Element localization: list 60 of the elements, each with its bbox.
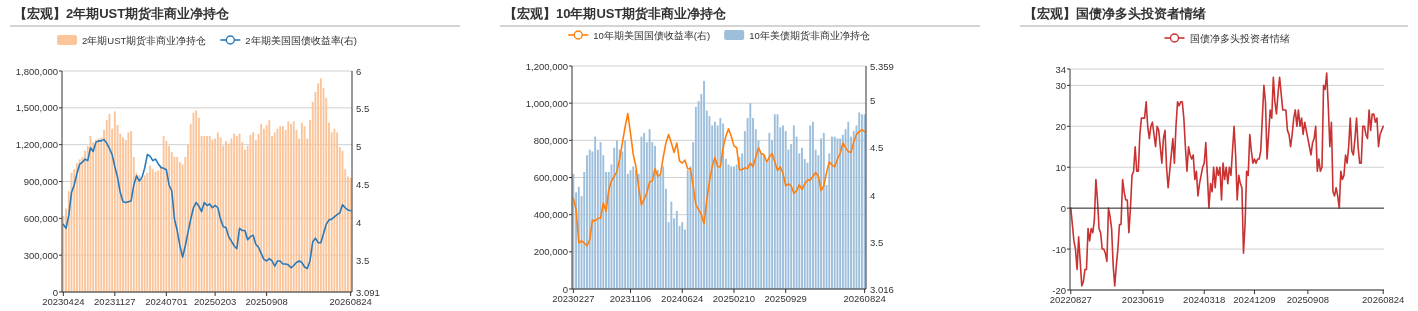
legend-label: 10年美债期货非商业净持仓 [749, 29, 870, 41]
y-tick-label: 900,000 [23, 176, 58, 187]
y-tick-label: 1,800,000 [15, 65, 58, 77]
y2-tick-label: 5.5 [356, 103, 370, 115]
y-tick-label: 30 [1055, 79, 1066, 91]
x-tick-label: 20240701 [145, 296, 188, 307]
y2-tick-label: 3.016 [870, 283, 894, 295]
x-tick-label: 20250203 [193, 296, 237, 307]
y-tick-label: 400,000 [533, 209, 568, 221]
y-tick-label: 1,200,000 [15, 139, 58, 151]
y2-tick-label: 3.091 [356, 286, 380, 298]
x-tick-label: 20250929 [764, 293, 807, 304]
x-tick-label: 20231127 [94, 296, 136, 307]
x-tick-label: 20260824 [843, 293, 886, 304]
x-tick-label: 20260824 [1362, 294, 1405, 305]
y2-tick-label: 4.5 [356, 179, 370, 191]
y-tick-label: 200,000 [533, 246, 568, 258]
x-tick-label: 20230227 [552, 293, 595, 304]
y-tick-label: 800,000 [533, 134, 568, 146]
x-tick-label: 20240318 [1183, 294, 1226, 305]
y2-tick-label: 4 [870, 189, 876, 201]
y-tick-label: 0 [562, 283, 568, 295]
y2-tick-label: 6 [356, 65, 362, 77]
x-tick-label: 20231106 [609, 293, 652, 304]
y2-tick-label: 5.359 [870, 60, 894, 72]
x-tick-label: 20241209 [1233, 294, 1276, 305]
legend-label: 国债净多头投资者情绪 [1189, 32, 1290, 44]
y-tick-label: -20 [1052, 284, 1066, 296]
y2-tick-label: 4 [356, 217, 362, 229]
y-tick-label: 0 [52, 286, 58, 298]
y-tick-label: -10 [1052, 243, 1066, 255]
y-tick-label: 1,500,000 [15, 102, 58, 114]
y-tick-label: 0 [1060, 202, 1066, 214]
x-tick-label: 20250908 [1286, 294, 1329, 305]
x-tick-label: 20240624 [661, 293, 704, 304]
chart-title: 【宏观】国债净多头投资者情绪 [1024, 6, 1206, 21]
y-tick-label: 600,000 [23, 212, 58, 224]
y2-tick-label: 3.5 [870, 237, 884, 249]
chart-title: 【宏观】2年期UST期货非商业净持仓 [14, 6, 231, 21]
y-tick-label: 1,200,000 [525, 60, 568, 72]
chart-title: 【宏观】10年期UST期货非商业净持仓 [504, 6, 728, 21]
y-tick-label: 600,000 [533, 172, 568, 183]
x-tick-label: 20250210 [712, 293, 756, 304]
legend-label: 10年期美国国债收益率(右) [593, 29, 711, 41]
y-tick-label: 10 [1055, 161, 1066, 173]
x-tick-label: 20220827 [1049, 294, 1092, 305]
y2-tick-label: 5 [356, 141, 362, 153]
x-tick-label: 20230619 [1121, 294, 1165, 305]
y-tick-label: 300,000 [23, 249, 58, 261]
legend-label: 2年期UST期货非商业净持仓 [82, 34, 207, 46]
y-tick-label: 1,000,000 [525, 97, 568, 109]
x-tick-label: 20250908 [245, 296, 288, 307]
x-tick-label: 20230424 [42, 296, 85, 307]
y2-tick-label: 5 [870, 94, 876, 106]
y2-tick-label: 4.5 [870, 142, 884, 154]
x-tick-label: 20260824 [329, 296, 372, 307]
y-tick-label: 34 [1055, 63, 1066, 75]
legend-label: 2年期美国国债收益率(右) [245, 34, 357, 46]
y-tick-label: 20 [1055, 120, 1066, 132]
y2-tick-label: 3.5 [356, 255, 370, 267]
